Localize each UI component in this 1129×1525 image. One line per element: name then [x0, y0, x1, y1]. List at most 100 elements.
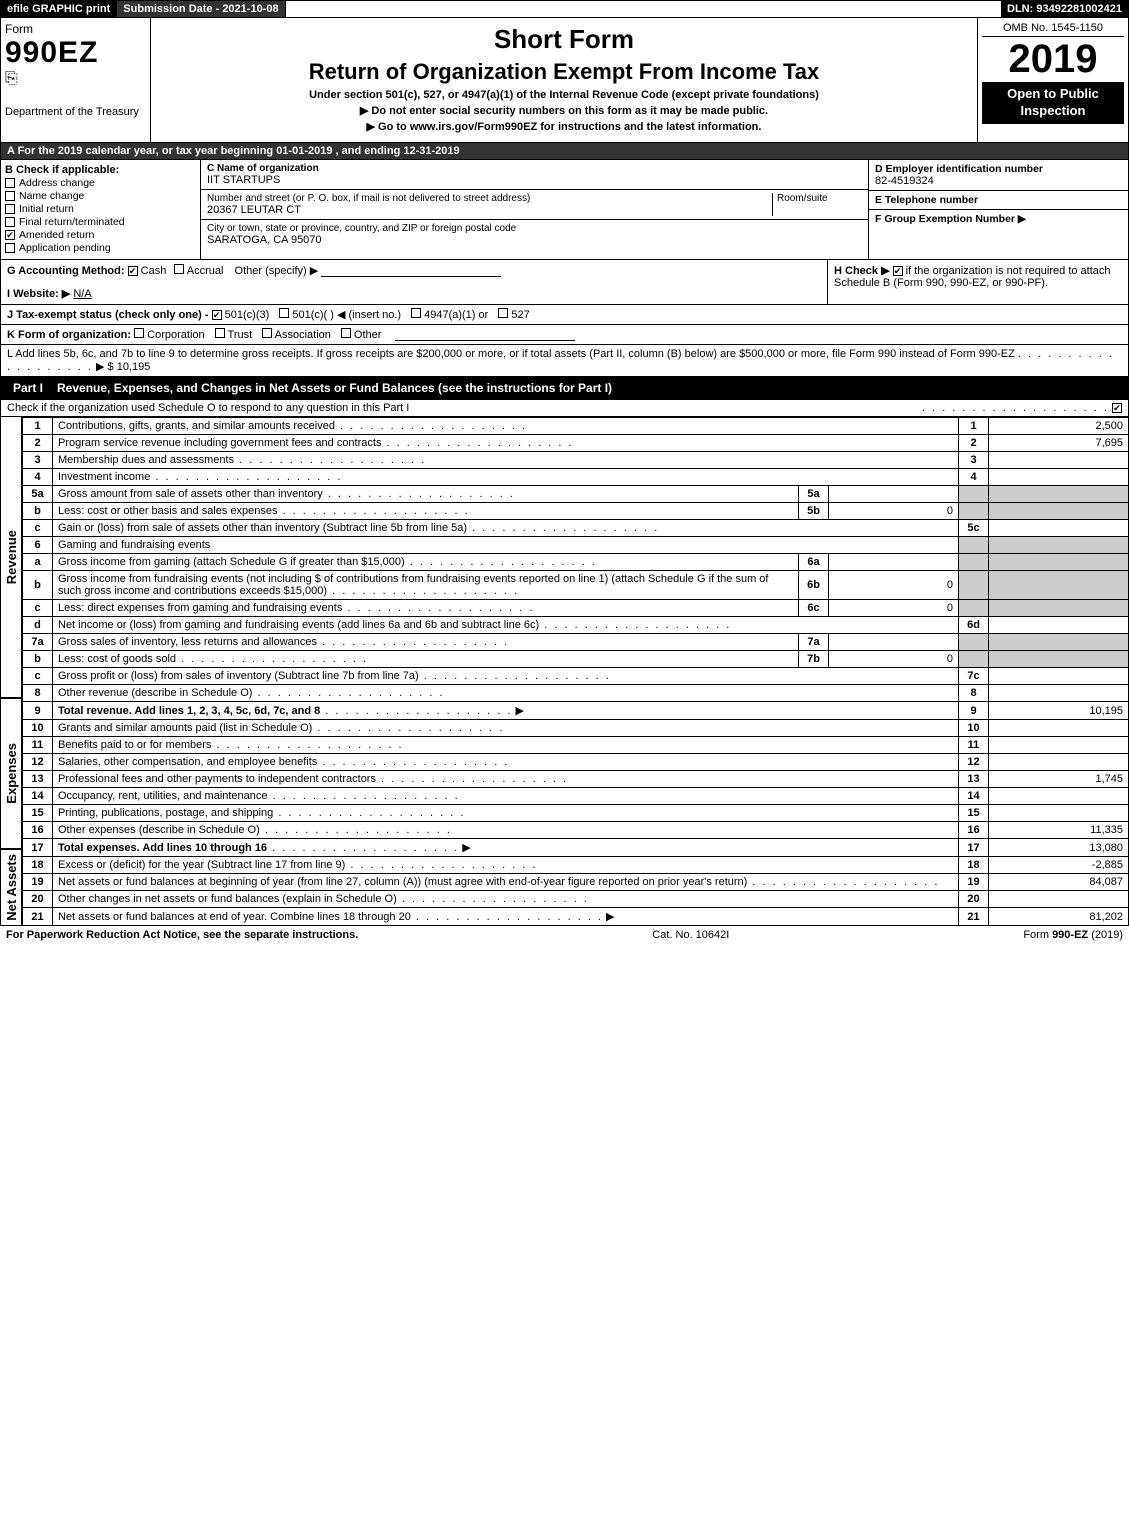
box-h-checkbox[interactable] — [893, 266, 903, 276]
form-line-row: 4Investment income4 — [23, 469, 1129, 486]
sub-box-label: 5b — [799, 503, 829, 520]
line-desc: Professional fees and other payments to … — [53, 771, 959, 788]
line-ref-shaded — [959, 600, 989, 617]
org-city: SARATOGA, CA 95070 — [207, 234, 862, 246]
checkbox-icon[interactable] — [5, 230, 15, 240]
checkbox-icon[interactable] — [341, 328, 351, 338]
line-amount — [989, 685, 1129, 702]
line-desc: Occupancy, rent, utilities, and maintena… — [53, 788, 959, 805]
line-number: b — [23, 571, 53, 600]
tax-exempt-option[interactable]: 527 — [498, 309, 529, 321]
line-amount — [989, 805, 1129, 822]
line-ref: 7c — [959, 668, 989, 685]
line-number: 12 — [23, 754, 53, 771]
line-ref-shaded — [959, 651, 989, 668]
line-amount — [989, 788, 1129, 805]
form-line-row: cLess: direct expenses from gaming and f… — [23, 600, 1129, 617]
form-line-row: dNet income or (loss) from gaming and fu… — [23, 617, 1129, 634]
sub-box-label: 5a — [799, 486, 829, 503]
checkbox-icon[interactable] — [411, 308, 421, 318]
line-l: L Add lines 5b, 6c, and 7b to line 9 to … — [0, 345, 1129, 377]
sub-box-label: 7a — [799, 634, 829, 651]
checkbox-icon[interactable] — [215, 328, 225, 338]
line-desc: Net income or (loss) from gaming and fun… — [53, 617, 959, 634]
sub-box-label: 6a — [799, 554, 829, 571]
sub-box-value: 0 — [829, 600, 959, 617]
checkbox-label: Amended return — [19, 229, 94, 241]
checkbox-label: Initial return — [19, 203, 74, 215]
box-b-item[interactable]: Initial return — [5, 203, 196, 215]
box-g-other: Other (specify) ▶ — [235, 265, 319, 277]
checkbox-icon[interactable] — [212, 310, 222, 320]
checkbox-icon[interactable] — [5, 191, 15, 201]
goto-link[interactable]: ▶ Go to www.irs.gov/Form990EZ for instru… — [157, 120, 971, 133]
org-form-option[interactable]: Corporation — [134, 329, 205, 341]
checkbox-icon[interactable] — [5, 204, 15, 214]
form-line-row: bGross income from fundraising events (n… — [23, 571, 1129, 600]
line-number: 8 — [23, 685, 53, 702]
checkbox-icon[interactable] — [498, 308, 508, 318]
line-desc: Salaries, other compensation, and employ… — [53, 754, 959, 771]
section-gh: G Accounting Method: Cash Accrual Other … — [0, 260, 1129, 305]
line-a-tax-year: A For the 2019 calendar year, or tax yea… — [0, 143, 1129, 160]
accounting-method-option[interactable]: Cash — [128, 265, 167, 277]
checkbox-icon[interactable] — [5, 178, 15, 188]
form-line-row: bLess: cost of goods sold7b0 — [23, 651, 1129, 668]
line-number: b — [23, 651, 53, 668]
line-amount: 11,335 — [989, 822, 1129, 839]
line-number: 10 — [23, 720, 53, 737]
form-line-row: 18Excess or (deficit) for the year (Subt… — [23, 857, 1129, 874]
checkbox-icon[interactable] — [174, 264, 184, 274]
checkbox-icon[interactable] — [134, 328, 144, 338]
tax-exempt-option[interactable]: 4947(a)(1) or — [411, 309, 488, 321]
org-form-option[interactable]: Trust — [215, 329, 253, 341]
line-amount — [989, 452, 1129, 469]
checkbox-label: Address change — [19, 177, 95, 189]
sub-box-value: 0 — [829, 571, 959, 600]
submission-date-button[interactable]: Submission Date - 2021-10-08 — [117, 1, 285, 17]
checkbox-icon[interactable] — [128, 266, 138, 276]
part-1-subheader: Check if the organization used Schedule … — [0, 400, 1129, 417]
line-amount: 7,695 — [989, 435, 1129, 452]
line-ref-shaded — [959, 537, 989, 554]
line-desc: Printing, publications, postage, and shi… — [53, 805, 959, 822]
box-b-item[interactable]: Application pending — [5, 242, 196, 254]
box-b-item[interactable]: Final return/terminated — [5, 216, 196, 228]
tax-exempt-option[interactable]: 501(c)( ) ◀ (insert no.) — [279, 309, 401, 321]
checkbox-label: Name change — [19, 190, 84, 202]
checkbox-icon[interactable] — [5, 243, 15, 253]
line-desc: Membership dues and assessments — [53, 452, 959, 469]
box-b-item[interactable]: Name change — [5, 190, 196, 202]
line-ref: 21 — [959, 908, 989, 926]
accounting-method-option[interactable]: Accrual — [174, 265, 223, 277]
line-amount: 84,087 — [989, 874, 1129, 891]
checkbox-icon[interactable] — [5, 217, 15, 227]
tax-exempt-option[interactable]: 501(c)(3) — [212, 309, 270, 321]
line-number: c — [23, 668, 53, 685]
sub-box-value — [829, 554, 959, 571]
part-1-sub-checkbox[interactable] — [1112, 403, 1122, 413]
box-b-item[interactable]: Address change — [5, 177, 196, 189]
ein-value: 82-4519324 — [875, 175, 1122, 187]
form-line-row: 1Contributions, gifts, grants, and simil… — [23, 418, 1129, 435]
form-line-row: 10Grants and similar amounts paid (list … — [23, 720, 1129, 737]
title-short-form: Short Form — [157, 24, 971, 55]
checkbox-icon[interactable] — [262, 328, 272, 338]
line-amount — [989, 754, 1129, 771]
line-amount — [989, 617, 1129, 634]
box-j-label: J Tax-exempt status (check only one) - — [7, 309, 209, 321]
form-line-row: cGain or (loss) from sale of assets othe… — [23, 520, 1129, 537]
line-amount: 1,745 — [989, 771, 1129, 788]
line-number: 21 — [23, 908, 53, 926]
line-desc: Grants and similar amounts paid (list in… — [53, 720, 959, 737]
org-form-option[interactable]: Association — [262, 329, 331, 341]
checkbox-icon[interactable] — [279, 308, 289, 318]
box-b-item[interactable]: Amended return — [5, 229, 196, 241]
form-line-row: 20Other changes in net assets or fund ba… — [23, 891, 1129, 908]
open-to-public: Open to Public Inspection — [982, 82, 1124, 124]
line-desc: Gross amount from sale of assets other t… — [53, 486, 799, 503]
line-amount-shaded — [989, 571, 1129, 600]
line-ref: 1 — [959, 418, 989, 435]
org-form-option[interactable]: Other — [341, 329, 382, 341]
line-number: 6 — [23, 537, 53, 554]
